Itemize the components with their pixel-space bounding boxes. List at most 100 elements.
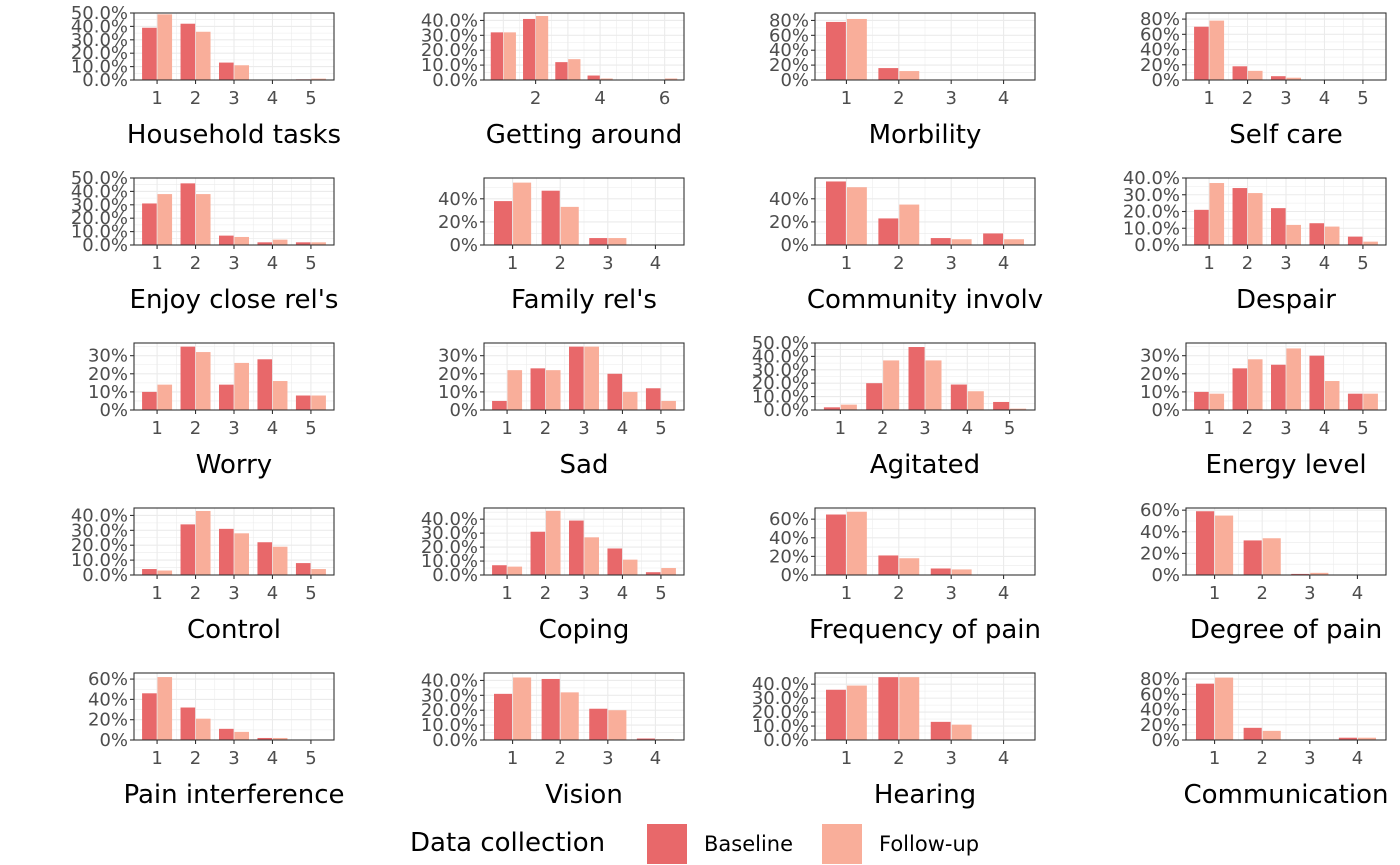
- y-tick-label: 10.0%: [421, 55, 478, 76]
- y-tick-label: 20%: [88, 364, 128, 385]
- bar-baseline-1: [142, 693, 157, 740]
- y-tick-label: 0%: [99, 730, 128, 751]
- y-tick-label: 40.0%: [1123, 168, 1180, 189]
- y-tick-label: 40%: [88, 689, 128, 710]
- panel-communication: 0%20%40%60%80% 1 2 3 4 Communication: [1140, 669, 1388, 810]
- bar-baseline-3: [219, 235, 234, 245]
- y-tick-label: 20%: [438, 364, 478, 385]
- bar-follow-up-5: [311, 395, 326, 410]
- bar-baseline-3: [589, 708, 608, 740]
- bar-follow-up-1: [507, 566, 523, 575]
- x-tick-label: 4: [617, 418, 628, 439]
- x-tick-label: 5: [1004, 418, 1015, 439]
- bar-baseline-3: [219, 384, 234, 410]
- x-tick-label: 5: [1357, 253, 1368, 274]
- bar-follow-up-3: [608, 710, 627, 740]
- x-tick-label: 3: [919, 418, 930, 439]
- x-tick-label: 2: [877, 418, 888, 439]
- faceted-bar-chart: 0.0%10.0%20.0%30.0%40.0%50.0%1 2 3 4 5Househ…: [71, 3, 1389, 810]
- bar-follow-up-4: [272, 737, 288, 740]
- legend-title: Data collection: [410, 828, 606, 858]
- y-tick-label: 50.0%: [71, 168, 128, 189]
- x-tick-label: 2: [540, 418, 551, 439]
- bar-baseline-1: [142, 391, 157, 410]
- y-tick-label: 0.0%: [82, 565, 128, 586]
- bar-follow-up-1: [157, 570, 173, 575]
- y-tick-label: 80%: [1140, 9, 1180, 30]
- y-tick-label: 30%: [88, 346, 128, 367]
- y-tick-label: 40.0%: [71, 505, 128, 526]
- bar-follow-up-3: [234, 362, 249, 410]
- bar-follow-up-4: [967, 391, 984, 410]
- panel-morbility: 0%20%40%60%80% 1 2 3 4 Morbility: [769, 10, 1036, 150]
- x-tick-label: 4: [1319, 253, 1330, 274]
- bar-baseline-2: [530, 368, 546, 410]
- bar-follow-up-1: [846, 511, 867, 575]
- y-tick-label: 10.0%: [421, 715, 478, 736]
- bar-baseline-1: [142, 569, 157, 575]
- panel-control: 0.0%10.0%20.0%30.0%40.0% 1 2 3 4 5 Control: [71, 505, 335, 645]
- bar-follow-up-1: [157, 194, 173, 245]
- x-tick-label: 6: [659, 88, 670, 109]
- bar-baseline-2: [1232, 368, 1248, 410]
- x-tick-label: 1: [507, 748, 518, 769]
- bar-baseline-2: [180, 707, 196, 740]
- y-tick-label: 60%: [769, 509, 809, 530]
- bar-baseline-2: [1243, 540, 1262, 575]
- x-tick-label: 3: [1304, 583, 1315, 604]
- x-tick-label: 1: [841, 253, 852, 274]
- x-axis-title: Family rel's: [511, 285, 657, 315]
- bar-baseline-1: [1196, 511, 1215, 575]
- panel-frequency-of-pain: 0%20%40%60% 1 2 3 4 Frequency of pain: [769, 507, 1041, 645]
- panel-worry: 0%10%20%30% 1 2 3 4 5 Worry: [88, 342, 335, 480]
- bar-follow-up-1: [1215, 515, 1234, 575]
- bar-baseline-3: [930, 238, 951, 245]
- x-tick-label: 2: [893, 88, 904, 109]
- panel-border: [814, 507, 1036, 576]
- y-tick-label: 20%: [438, 212, 478, 233]
- x-axis-title: Despair: [1236, 285, 1336, 315]
- bar-follow-up-1: [846, 187, 867, 245]
- x-tick-label: 3: [945, 88, 956, 109]
- x-tick-label: 1: [1209, 583, 1220, 604]
- y-tick-label: 80%: [769, 10, 809, 31]
- bar-follow-up-2: [899, 71, 920, 80]
- y-tick-label: 0.0%: [432, 565, 478, 586]
- y-tick-label: 0.0%: [82, 235, 128, 256]
- bar-follow-up-5: [1363, 393, 1378, 410]
- bar-follow-up-4: [1004, 239, 1024, 245]
- bar-baseline-1: [492, 565, 507, 575]
- y-tick-label: 0.0%: [1134, 235, 1180, 256]
- y-tick-label: 40%: [769, 189, 809, 210]
- bar-follow-up-2: [195, 510, 211, 575]
- bar-follow-up-1: [157, 677, 173, 740]
- bar-follow-up-5: [1363, 241, 1378, 245]
- bar-baseline-2: [541, 190, 560, 245]
- bar-baseline-4: [587, 75, 600, 80]
- x-tick-label: 4: [998, 583, 1009, 604]
- y-tick-label: 20%: [1140, 715, 1180, 736]
- x-axis-title: Worry: [196, 450, 272, 480]
- bar-baseline-1: [826, 689, 846, 740]
- y-tick-label: 0.0%: [763, 730, 809, 751]
- x-tick-label: 5: [1357, 418, 1368, 439]
- x-tick-label: 2: [1242, 88, 1253, 109]
- bar-follow-up-2: [1247, 359, 1263, 410]
- y-tick-label: 20.0%: [71, 43, 128, 64]
- y-tick-label: 20.0%: [752, 373, 809, 394]
- y-tick-label: 0%: [1151, 565, 1180, 586]
- y-tick-label: 30.0%: [421, 685, 478, 706]
- x-tick-label: 1: [501, 583, 512, 604]
- panel-border: [483, 12, 685, 81]
- y-tick-label: 20.0%: [71, 208, 128, 229]
- x-tick-label: 2: [540, 583, 551, 604]
- x-tick-label: 2: [190, 748, 201, 769]
- x-tick-label: 2: [190, 583, 201, 604]
- x-tick-label: 3: [1280, 88, 1291, 109]
- bar-follow-up-4: [622, 559, 638, 575]
- bar-follow-up-1: [1209, 393, 1225, 410]
- bar-baseline-5: [1347, 236, 1363, 245]
- bar-follow-up-1: [503, 32, 516, 80]
- bar-baseline-2: [878, 68, 899, 80]
- bar-follow-up-4: [622, 391, 638, 410]
